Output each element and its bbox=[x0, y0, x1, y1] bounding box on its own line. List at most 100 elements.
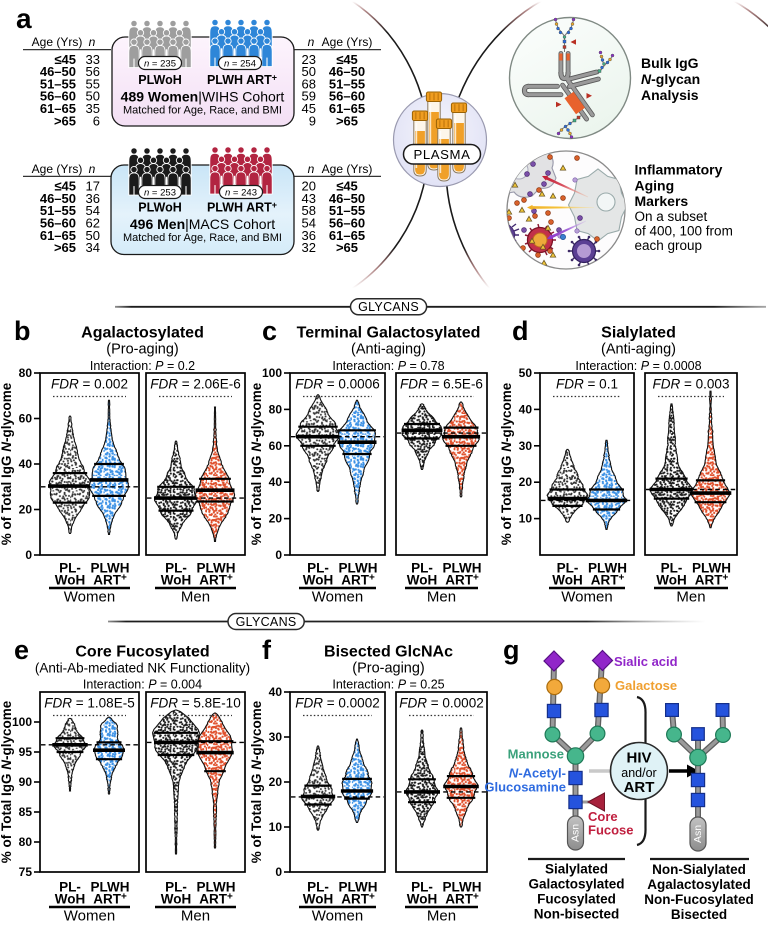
svg-text:Markers: Markers bbox=[635, 193, 689, 209]
svg-text:51–55: 51–55 bbox=[329, 76, 365, 91]
svg-text:WoH: WoH bbox=[55, 573, 86, 588]
svg-text:PLWH: PLWH bbox=[197, 561, 236, 576]
svg-text:f: f bbox=[262, 635, 272, 665]
svg-text:>65: >65 bbox=[336, 240, 358, 255]
svg-text:HIV: HIV bbox=[626, 750, 651, 767]
svg-text:80: 80 bbox=[269, 402, 283, 416]
svg-text:PL-: PL- bbox=[307, 880, 329, 895]
svg-text:56–60: 56–60 bbox=[40, 216, 76, 231]
svg-text:FDR = 2.06E-6: FDR = 2.06E-6 bbox=[150, 377, 240, 392]
svg-text:Age (Yrs): Age (Yrs) bbox=[32, 35, 83, 49]
svg-text:46–50: 46–50 bbox=[40, 191, 76, 206]
svg-text:Interaction: P = 0.78: Interaction: P = 0.78 bbox=[332, 359, 444, 373]
svg-text:59: 59 bbox=[302, 89, 316, 104]
svg-text:50: 50 bbox=[519, 366, 533, 380]
svg-text:30: 30 bbox=[519, 439, 533, 453]
svg-text:of 400, 100 from: of 400, 100 from bbox=[635, 224, 733, 239]
svg-text:WoH: WoH bbox=[407, 892, 438, 907]
svg-text:each group: each group bbox=[635, 238, 703, 253]
svg-text:Aging: Aging bbox=[635, 178, 675, 194]
svg-text:Glucosamine: Glucosamine bbox=[484, 780, 566, 795]
svg-text:61–65: 61–65 bbox=[40, 228, 76, 243]
svg-text:Interaction: P = 0.004: Interaction: P = 0.004 bbox=[83, 678, 202, 692]
svg-text:ART: ART bbox=[624, 779, 655, 796]
svg-text:FDR = 0.002: FDR = 0.002 bbox=[51, 377, 128, 392]
svg-text:WoH: WoH bbox=[407, 573, 438, 588]
svg-text:Women: Women bbox=[64, 908, 115, 925]
svg-text:PL-: PL- bbox=[165, 561, 187, 576]
svg-text:30: 30 bbox=[269, 730, 283, 744]
svg-text:and/or: and/or bbox=[621, 766, 656, 780]
svg-text:Asn: Asn bbox=[570, 824, 582, 842]
svg-text:FDR = 6.5E-6: FDR = 6.5E-6 bbox=[400, 377, 483, 392]
svg-text:Galactosylated: Galactosylated bbox=[528, 877, 624, 892]
svg-text:Bisected GlcNAc: Bisected GlcNAc bbox=[324, 644, 453, 661]
svg-text:ART+: ART+ bbox=[341, 892, 375, 907]
svg-text:Galactose: Galactose bbox=[615, 678, 677, 693]
svg-text:GLYCANS: GLYCANS bbox=[358, 300, 419, 314]
svg-text:FDR = 1.08E-5: FDR = 1.08E-5 bbox=[44, 696, 134, 711]
svg-text:% of Total IgG N-glycome: % of Total IgG N-glycome bbox=[499, 382, 514, 545]
svg-text:20: 20 bbox=[269, 512, 283, 526]
svg-text:46–50: 46–50 bbox=[329, 191, 365, 206]
svg-text:Matched for Age, Race, and BMI: Matched for Age, Race, and BMI bbox=[123, 232, 282, 244]
svg-text:33: 33 bbox=[86, 52, 100, 67]
svg-text:d: d bbox=[512, 316, 529, 346]
svg-text:n: n bbox=[308, 162, 315, 176]
svg-text:PLWH: PLWH bbox=[692, 561, 731, 576]
svg-text:Analysis: Analysis bbox=[641, 87, 699, 103]
svg-text:% of Total IgG N-glycome: % of Total IgG N-glycome bbox=[0, 382, 14, 545]
svg-text:Women: Women bbox=[312, 589, 363, 606]
svg-text:20: 20 bbox=[269, 775, 283, 789]
svg-text:Asn: Asn bbox=[692, 825, 704, 843]
svg-text:Core: Core bbox=[588, 809, 618, 824]
svg-text:PLWH: PLWH bbox=[91, 880, 130, 895]
svg-text:n = 235: n = 235 bbox=[144, 59, 176, 70]
svg-text:WoH: WoH bbox=[303, 892, 334, 907]
svg-text:e: e bbox=[14, 635, 29, 665]
svg-text:Men: Men bbox=[181, 908, 210, 925]
svg-text:PLWH: PLWH bbox=[91, 561, 130, 576]
svg-text:PLWH: PLWH bbox=[339, 561, 378, 576]
svg-text:Age (Yrs): Age (Yrs) bbox=[322, 162, 373, 176]
svg-text:40: 40 bbox=[269, 475, 283, 489]
svg-text:PLWH: PLWH bbox=[588, 561, 627, 576]
svg-text:60: 60 bbox=[19, 412, 33, 426]
svg-text:75: 75 bbox=[19, 865, 33, 879]
svg-text:WoH: WoH bbox=[656, 573, 687, 588]
svg-text:Sialic acid: Sialic acid bbox=[614, 654, 678, 669]
svg-text:(Anti-aging): (Anti-aging) bbox=[351, 342, 426, 358]
svg-text:≤45: ≤45 bbox=[54, 52, 76, 67]
svg-text:50: 50 bbox=[302, 64, 316, 79]
svg-text:PL-: PL- bbox=[165, 880, 187, 895]
svg-text:PL-: PL- bbox=[411, 561, 433, 576]
svg-text:61–65: 61–65 bbox=[40, 101, 76, 116]
svg-text:34: 34 bbox=[86, 240, 100, 255]
svg-text:55: 55 bbox=[86, 76, 100, 91]
svg-text:95: 95 bbox=[19, 745, 33, 759]
svg-text:≤45: ≤45 bbox=[54, 179, 76, 194]
svg-text:Non-Fucosylated: Non-Fucosylated bbox=[644, 892, 754, 907]
svg-text:PL-: PL- bbox=[411, 880, 433, 895]
svg-text:ART+: ART+ bbox=[341, 573, 375, 588]
svg-text:WoH: WoH bbox=[303, 573, 334, 588]
svg-text:PLWoH: PLWoH bbox=[138, 200, 182, 214]
svg-text:36: 36 bbox=[86, 191, 100, 206]
svg-text:489 Women|WIHS Cohort: 489 Women|WIHS Cohort bbox=[121, 89, 285, 105]
svg-text:PLWH: PLWH bbox=[339, 880, 378, 895]
svg-text:85: 85 bbox=[19, 805, 33, 819]
svg-text:N-Acetyl-: N-Acetyl- bbox=[509, 766, 566, 781]
svg-text:56–60: 56–60 bbox=[329, 89, 365, 104]
svg-text:60: 60 bbox=[269, 439, 283, 453]
svg-text:Matched for Age, Race, and BMI: Matched for Age, Race, and BMI bbox=[123, 105, 282, 117]
svg-text:FDR = 0.003: FDR = 0.003 bbox=[653, 377, 730, 392]
svg-text:Mannose: Mannose bbox=[508, 747, 564, 762]
svg-text:>65: >65 bbox=[54, 240, 76, 255]
svg-text:ART+: ART+ bbox=[445, 573, 479, 588]
svg-text:46–50: 46–50 bbox=[40, 64, 76, 79]
svg-text:PL-: PL- bbox=[661, 561, 683, 576]
svg-text:FDR = 0.0006: FDR = 0.0006 bbox=[295, 377, 379, 392]
svg-text:PL-: PL- bbox=[307, 561, 329, 576]
svg-text:0: 0 bbox=[25, 548, 32, 562]
svg-text:80: 80 bbox=[19, 366, 33, 380]
